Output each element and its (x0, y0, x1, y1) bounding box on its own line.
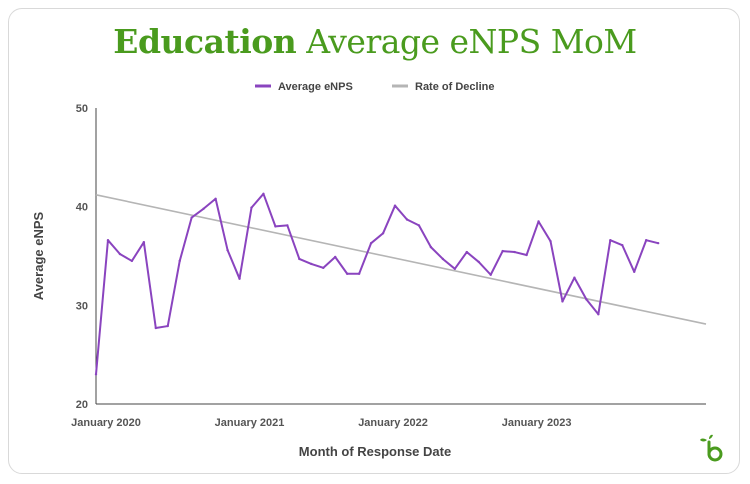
data-point (489, 273, 492, 276)
axes (95, 108, 706, 405)
data-point (298, 257, 301, 261)
data-point (250, 206, 253, 209)
data-point (166, 324, 169, 328)
legend: Average eNPS Rate of Decline (255, 81, 494, 93)
data-point (477, 260, 480, 264)
data-point (465, 250, 468, 254)
y-tick-label: 50 (76, 103, 88, 115)
x-tick-label: January 2020 (71, 417, 141, 429)
data-point (405, 218, 409, 221)
y-tick-label: 20 (76, 399, 88, 411)
data-point (537, 220, 540, 223)
data-point (286, 224, 289, 227)
x-tick-label: January 2023 (502, 417, 572, 429)
data-point (226, 248, 229, 252)
data-point (345, 272, 349, 275)
data-point (334, 255, 337, 259)
data-point (561, 300, 564, 303)
data-point (178, 259, 181, 263)
data-point (429, 245, 433, 249)
series-line-average-enps (95, 192, 659, 375)
data-point (238, 277, 241, 280)
data-point (656, 241, 660, 245)
data-point (369, 241, 373, 245)
data-point (274, 225, 277, 228)
x-tick-label: January 2022 (358, 417, 428, 429)
data-point (644, 239, 648, 242)
data-point (118, 252, 122, 256)
data-point (357, 272, 361, 275)
data-point (322, 266, 325, 270)
data-point (190, 216, 193, 219)
data-point (609, 239, 612, 242)
bamboohr-b-logo-icon (700, 434, 723, 462)
y-tick-label: 40 (76, 202, 88, 214)
data-point (214, 197, 217, 200)
data-point (453, 267, 457, 271)
x-axis-label: Month of Response Date (299, 444, 451, 459)
data-point (202, 207, 205, 210)
tick-labels: 20 30 40 50 January 2020 January 2021 January … (71, 103, 571, 429)
data-point (130, 259, 134, 263)
data-point (621, 243, 624, 247)
data-point (525, 253, 528, 257)
data-point (310, 262, 313, 266)
data-point (154, 326, 158, 330)
chart-title: Education Average eNPS MoM (0, 22, 750, 61)
data-point (94, 373, 98, 376)
data-point (417, 224, 421, 227)
plot-area (94, 192, 707, 376)
series-line-rate-of-decline (95, 194, 707, 325)
data-point (381, 232, 385, 235)
data-point (441, 257, 445, 261)
data-point (573, 276, 576, 279)
data-point (597, 313, 600, 316)
data-point (549, 240, 552, 243)
legend-label: Average eNPS (278, 81, 353, 93)
data-point (262, 192, 265, 196)
data-point (393, 204, 397, 207)
legend-label: Rate of Decline (415, 81, 494, 93)
data-point (513, 250, 516, 254)
data-point (501, 249, 504, 253)
x-tick-label: January 2021 (215, 417, 285, 429)
y-axis-label: Average eNPS (31, 211, 46, 300)
data-point (106, 239, 110, 242)
data-point (142, 240, 146, 244)
data-point (633, 270, 636, 273)
data-point (585, 298, 588, 301)
y-tick-label: 30 (76, 300, 88, 312)
chart-title-rest: Average eNPS MoM (296, 22, 637, 61)
chart-title-bold: Education (113, 22, 297, 61)
